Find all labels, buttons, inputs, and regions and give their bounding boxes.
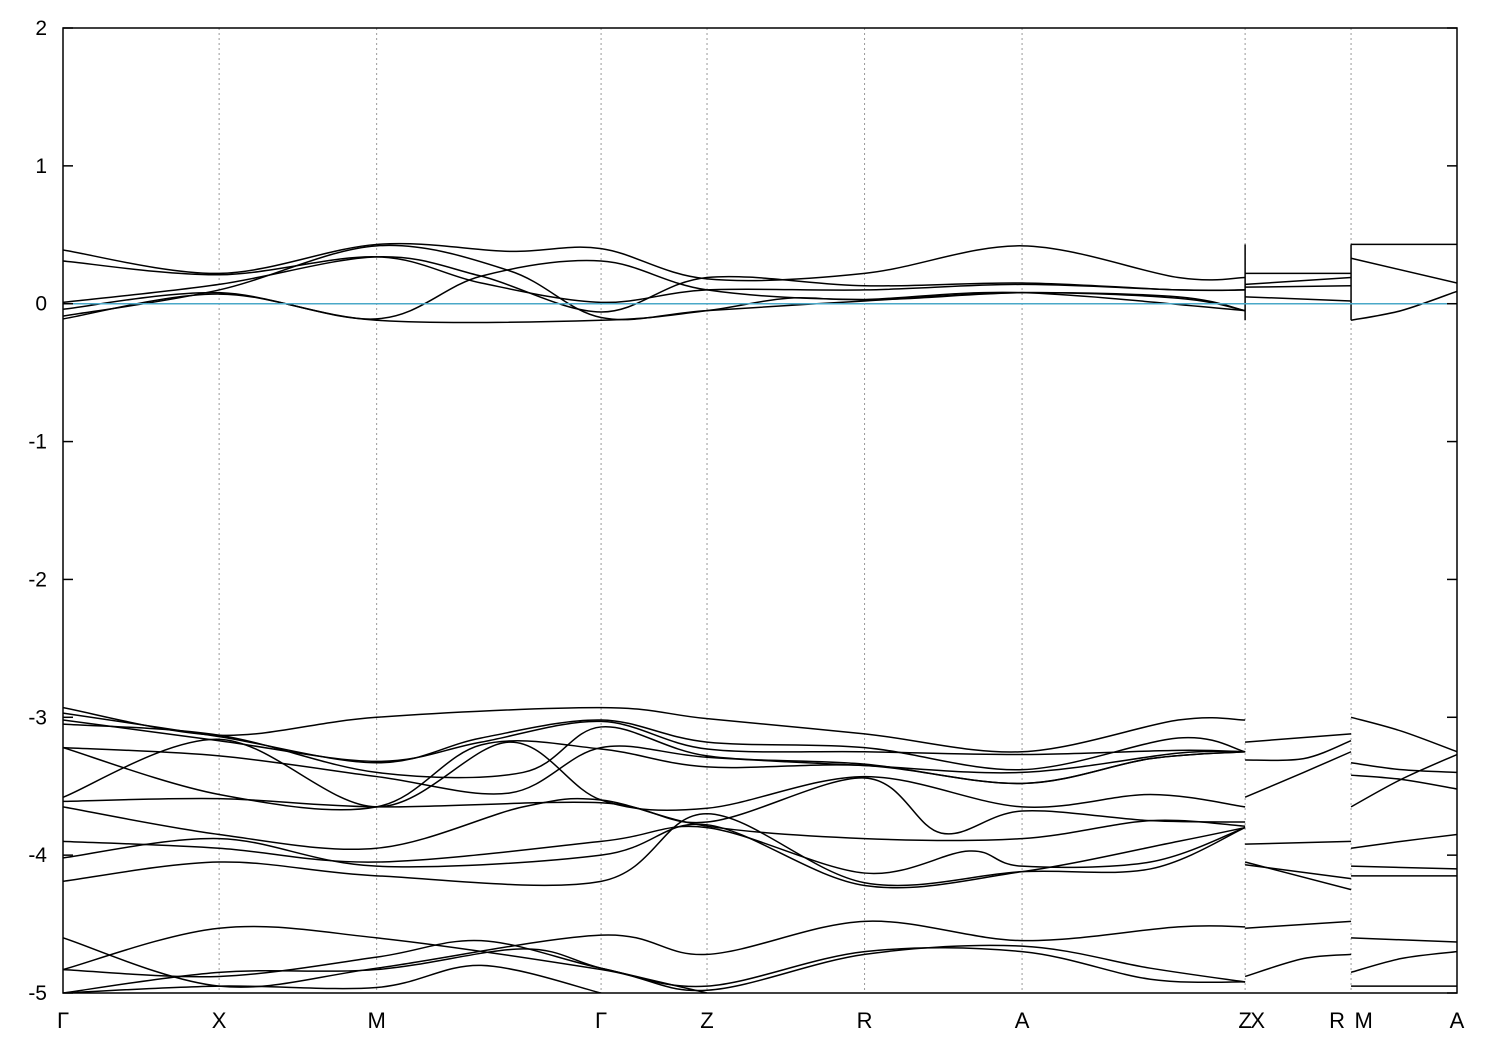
band-line [1245, 285, 1352, 288]
kpoint-grid-lines [218, 28, 1352, 993]
band-line [63, 738, 1246, 812]
band-line [1245, 296, 1352, 302]
band-line [63, 825, 1246, 875]
band-line [63, 920, 1246, 988]
kpoint-label: Z [700, 1008, 713, 1033]
y-tick-label: 1 [35, 155, 47, 178]
band-line [63, 813, 1246, 887]
band-line [1350, 753, 1457, 808]
band-line [63, 964, 602, 993]
band-line [63, 740, 1246, 811]
kpoint-label: M [367, 1008, 385, 1033]
band-line [63, 777, 1246, 835]
y-tick-label: 0 [35, 293, 47, 316]
band-line [63, 242, 1246, 282]
band-line [1350, 833, 1457, 849]
band-line [63, 259, 1246, 320]
band-line [63, 706, 1246, 753]
kpoint-label: X [212, 1008, 227, 1033]
band-line [1351, 865, 1457, 870]
band-line [1350, 762, 1457, 774]
y-axis-ticks: 2 1 0 -1 -2 -3 -4 -5 [28, 17, 1457, 1005]
band-line [63, 823, 1246, 889]
band-line [63, 939, 1246, 988]
band-line [1245, 840, 1352, 845]
band-line [63, 712, 1246, 771]
band-line [1244, 751, 1352, 798]
band-line [63, 256, 1246, 313]
kpoint-label: Z [1238, 1008, 1251, 1033]
y-tick-label: -3 [28, 706, 47, 729]
band-line [63, 244, 1246, 321]
band-line [63, 797, 1246, 851]
kpoint-label: Γ [57, 1008, 69, 1033]
y-tick-label: -1 [28, 431, 47, 454]
band-line [1245, 920, 1352, 929]
plot-frame [62, 27, 1458, 994]
band-line [63, 948, 708, 993]
band-line [1245, 276, 1352, 286]
kpoint-label: X [1250, 1008, 1265, 1033]
kpoint-label: R [857, 1008, 873, 1033]
band-line [1351, 937, 1457, 943]
band-line [1244, 953, 1352, 978]
band-line [1350, 716, 1457, 753]
x-axis-kpoint-labels: Γ X M Γ Z R A ZX R M A [57, 1008, 1465, 1033]
band-line [1245, 740, 1352, 762]
kpoint-label: R [1329, 1008, 1345, 1033]
band-line [1245, 864, 1352, 880]
y-tick-label: -4 [28, 844, 47, 867]
kpoint-label: A [1015, 1008, 1030, 1033]
kpoint-label: M [1354, 1008, 1372, 1033]
y-tick-label: 2 [35, 17, 47, 40]
kpoint-label: Γ [595, 1008, 607, 1033]
band-line [1350, 290, 1457, 321]
y-tick-label: -2 [28, 568, 47, 591]
band-line [63, 291, 1246, 324]
band-lines [63, 242, 1457, 993]
band-line [1350, 257, 1457, 284]
kpoint-label: A [1450, 1008, 1465, 1033]
y-tick-label: -5 [28, 982, 47, 1005]
band-line [1245, 733, 1352, 743]
band-line [63, 925, 1246, 992]
band-line [1350, 950, 1457, 974]
